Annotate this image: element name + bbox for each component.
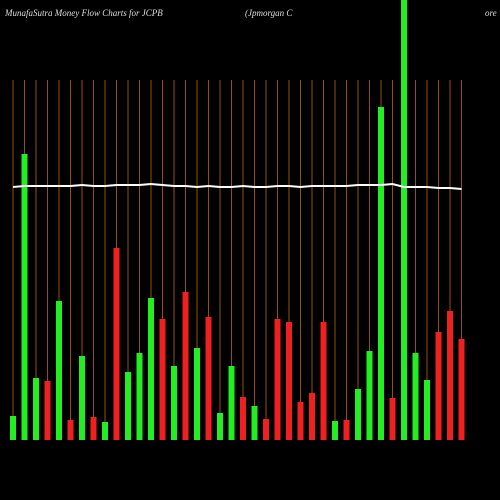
- bar: [205, 317, 212, 440]
- bar: [194, 348, 200, 440]
- bar: [447, 311, 453, 440]
- bar: [228, 366, 235, 440]
- bar: [240, 397, 246, 440]
- bar: [33, 378, 39, 440]
- bar: [309, 393, 315, 440]
- bar: [263, 419, 269, 440]
- bar: [412, 353, 419, 440]
- bar: [159, 319, 166, 440]
- bar: [366, 351, 373, 440]
- bar: [67, 420, 74, 440]
- bar: [424, 380, 430, 440]
- bar: [44, 381, 51, 440]
- bar: [251, 406, 258, 440]
- bar: [148, 298, 154, 440]
- bar: [79, 356, 85, 440]
- bar: [56, 301, 62, 440]
- bar: [389, 398, 396, 440]
- bar: [171, 366, 177, 440]
- bar: [297, 402, 304, 440]
- bar: [343, 420, 350, 440]
- bar: [378, 107, 384, 440]
- bar: [90, 417, 97, 440]
- bar: [102, 422, 108, 440]
- chart-title: MunafaSutra Money Flow Charts for JCPB: [4, 8, 163, 18]
- bar: [125, 372, 131, 440]
- bar: [401, 0, 407, 440]
- bar: [182, 292, 189, 440]
- bar: [21, 154, 28, 440]
- bar: [217, 413, 223, 440]
- bar: [113, 248, 120, 440]
- money-flow-line: [12, 182, 462, 190]
- bar: [355, 389, 361, 440]
- bar: [10, 416, 16, 440]
- chart-subtitle: (Jpmorgan C: [245, 8, 293, 18]
- bar: [458, 339, 465, 440]
- bar: [136, 353, 143, 440]
- bar: [286, 322, 292, 440]
- bar: [274, 319, 281, 440]
- bar: [320, 322, 327, 440]
- bar: [435, 332, 442, 440]
- bar: [332, 421, 338, 440]
- chart-subtitle-tail: ore: [485, 8, 497, 18]
